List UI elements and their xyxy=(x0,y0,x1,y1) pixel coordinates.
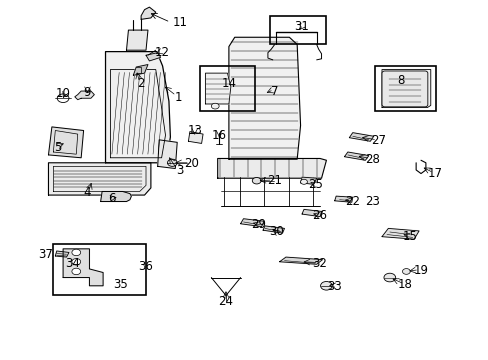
Text: 7: 7 xyxy=(270,85,278,98)
Polygon shape xyxy=(381,69,430,108)
Text: 35: 35 xyxy=(113,278,127,291)
Text: 30: 30 xyxy=(268,225,283,238)
Text: 3: 3 xyxy=(176,164,183,177)
Circle shape xyxy=(167,159,177,166)
Text: 33: 33 xyxy=(326,280,342,293)
Text: 10: 10 xyxy=(56,87,70,100)
Polygon shape xyxy=(188,132,203,143)
Polygon shape xyxy=(217,158,326,178)
Circle shape xyxy=(72,268,81,275)
Text: 26: 26 xyxy=(312,210,327,222)
Text: 5: 5 xyxy=(55,141,62,154)
Bar xyxy=(374,66,435,111)
Polygon shape xyxy=(228,37,300,159)
Text: 1: 1 xyxy=(175,91,182,104)
Polygon shape xyxy=(146,53,160,61)
Polygon shape xyxy=(48,127,83,158)
Text: 36: 36 xyxy=(138,260,153,273)
Polygon shape xyxy=(48,163,151,195)
Text: 8: 8 xyxy=(396,74,404,87)
Text: 11: 11 xyxy=(172,16,187,29)
Polygon shape xyxy=(300,177,316,184)
Text: 15: 15 xyxy=(402,230,417,243)
Circle shape xyxy=(320,282,331,290)
Polygon shape xyxy=(279,257,322,264)
Polygon shape xyxy=(141,7,156,19)
Bar xyxy=(269,16,326,44)
FancyBboxPatch shape xyxy=(381,71,427,107)
Polygon shape xyxy=(344,152,368,160)
Text: 31: 31 xyxy=(294,20,309,33)
Text: 4: 4 xyxy=(83,186,91,199)
Polygon shape xyxy=(334,196,352,202)
Text: 18: 18 xyxy=(397,278,412,291)
Polygon shape xyxy=(302,210,322,217)
Text: 27: 27 xyxy=(370,134,386,147)
Text: 12: 12 xyxy=(155,46,170,59)
Text: 2: 2 xyxy=(137,77,144,90)
Polygon shape xyxy=(105,51,170,163)
Bar xyxy=(199,66,255,111)
Polygon shape xyxy=(263,226,284,233)
Text: 34: 34 xyxy=(65,257,80,270)
Text: 6: 6 xyxy=(108,192,115,205)
Polygon shape xyxy=(101,192,131,202)
Polygon shape xyxy=(381,228,418,239)
Text: 22: 22 xyxy=(345,195,360,208)
Text: 29: 29 xyxy=(250,218,265,231)
Polygon shape xyxy=(348,133,373,141)
Polygon shape xyxy=(133,64,148,75)
Polygon shape xyxy=(63,249,103,286)
Circle shape xyxy=(72,249,81,256)
Text: 20: 20 xyxy=(184,157,199,170)
Text: 32: 32 xyxy=(312,257,327,270)
Polygon shape xyxy=(75,91,94,100)
Text: 14: 14 xyxy=(221,77,236,90)
Circle shape xyxy=(402,269,409,274)
Text: 17: 17 xyxy=(427,167,442,180)
Circle shape xyxy=(300,179,307,184)
Circle shape xyxy=(252,177,261,184)
Polygon shape xyxy=(240,219,264,226)
Polygon shape xyxy=(205,73,230,104)
Polygon shape xyxy=(158,140,177,168)
Circle shape xyxy=(211,103,219,109)
Text: 28: 28 xyxy=(364,153,379,166)
Circle shape xyxy=(72,258,81,265)
Text: 19: 19 xyxy=(413,264,427,277)
Text: 16: 16 xyxy=(211,129,226,142)
Text: 21: 21 xyxy=(266,174,282,187)
Polygon shape xyxy=(126,30,148,50)
Text: 23: 23 xyxy=(364,195,379,208)
Text: 25: 25 xyxy=(307,178,322,191)
Text: 24: 24 xyxy=(218,295,233,308)
Text: 9: 9 xyxy=(83,86,91,99)
Text: 13: 13 xyxy=(187,124,202,137)
Circle shape xyxy=(383,273,395,282)
Text: 37: 37 xyxy=(38,248,53,261)
Bar xyxy=(53,244,146,296)
Polygon shape xyxy=(55,251,69,257)
